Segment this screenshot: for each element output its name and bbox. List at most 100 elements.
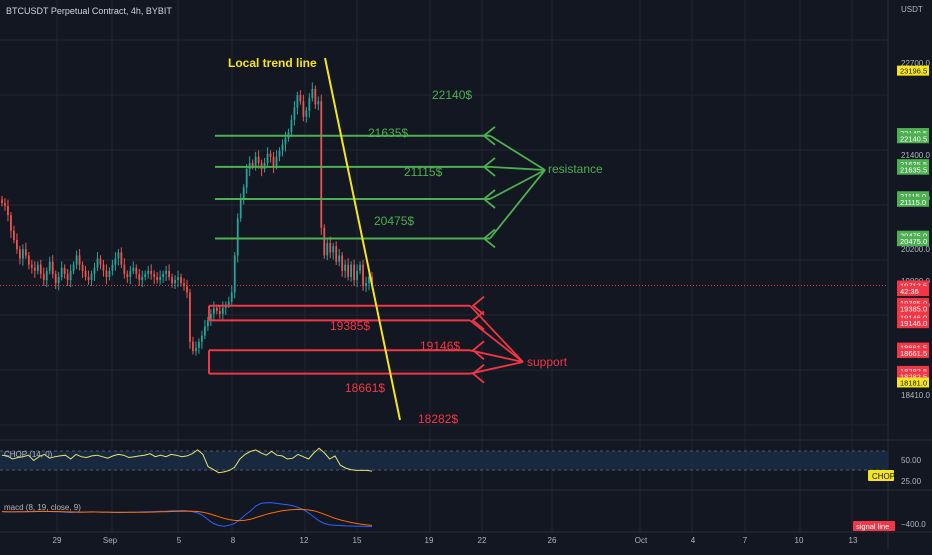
resistance-arrow-tip [482, 157, 496, 177]
candle-body [87, 277, 90, 281]
candle-body [296, 95, 299, 108]
candle-body [290, 119, 293, 133]
candle-body [221, 307, 224, 315]
resistance-connector [489, 166, 546, 171]
candle-body [218, 310, 221, 315]
price-badge: 20475.0 [900, 232, 927, 241]
symbol-header: BTCUSDT Perpetual Contract, 4h, BYBIT [6, 6, 172, 16]
candle-body [102, 264, 105, 271]
candle-body [78, 255, 81, 265]
candle-body [159, 277, 162, 281]
candle-body [141, 277, 144, 281]
candle-body [180, 277, 182, 284]
time-axis-label: 22 [478, 536, 487, 545]
candle-body [311, 88, 314, 99]
chop-badge-bg [868, 470, 894, 481]
support-label: support [527, 355, 568, 369]
resistance-level-label: 20475$ [374, 214, 414, 228]
price-badge-bg [897, 286, 929, 297]
price-badge: 19146.0 [900, 319, 927, 328]
candle-body [299, 95, 302, 102]
price-badge-bg [897, 128, 929, 139]
price-axis-currency: USDT [901, 5, 923, 14]
candle-body [162, 273, 165, 278]
candle-body [347, 264, 350, 278]
candle-body [39, 264, 42, 274]
candle-body [278, 150, 281, 157]
candle-body [365, 283, 367, 287]
candle-body [132, 267, 135, 271]
resistance-level-label: 22140$ [432, 88, 472, 102]
support-connector [469, 319, 524, 363]
candle-body [150, 270, 153, 274]
price-badge: 19385.0 [900, 304, 927, 313]
support-arrow-tip [471, 295, 485, 316]
macd-title: macd (8, 19, close, 9) [4, 503, 81, 512]
resistance-connector [489, 169, 546, 200]
candle-body [257, 156, 260, 163]
candle-body [245, 169, 248, 188]
candle-body [236, 218, 239, 256]
price-badge: 22140.5 [900, 134, 927, 143]
candle-body [81, 264, 84, 271]
candle-body [192, 341, 194, 352]
price-badge-bg [897, 312, 929, 323]
support-connector [469, 349, 524, 363]
time-axis-label: 4 [691, 536, 696, 545]
candle-body [195, 347, 197, 352]
price-badge: 21635.5 [900, 166, 927, 175]
resistance-connector [489, 169, 546, 240]
candle-body [215, 307, 218, 311]
candle-body [42, 273, 45, 281]
candle-body [302, 101, 305, 117]
candle-body [105, 270, 108, 278]
candle-body [206, 320, 209, 327]
price-badge-bg [897, 133, 929, 144]
price-badge: 18282.5 [900, 372, 927, 381]
price-badge: 19385.0 [900, 299, 927, 308]
price-badge-bg [897, 191, 929, 202]
candle-body [153, 273, 156, 278]
resistance-arrow-tip [482, 189, 496, 209]
support-arrow-tip [471, 310, 485, 331]
candle-body [326, 243, 329, 256]
candle-body [281, 144, 284, 151]
candle-body [186, 286, 188, 293]
resistance-connector [489, 134, 546, 171]
candle-body [293, 107, 296, 120]
macd-signal-line [1, 508, 373, 526]
time-axis-label: 26 [548, 536, 557, 545]
candle-body [24, 249, 27, 256]
candle-body [57, 277, 60, 284]
price-badge-bg [897, 348, 929, 359]
candle-body [7, 206, 9, 216]
price-badge: 19146.0 [900, 314, 927, 323]
candle-body [254, 156, 257, 167]
candle-body [129, 270, 132, 278]
candle-body [165, 270, 168, 274]
time-axis-label: 29 [53, 536, 62, 545]
candle-body [332, 246, 335, 253]
support-connector [469, 361, 524, 375]
candle-body [16, 240, 18, 250]
candle-body [314, 88, 317, 105]
price-badge-bg [897, 377, 929, 388]
candle-body [168, 270, 170, 278]
price-badge-bg [897, 318, 929, 329]
price-badge: 19712.5 [900, 281, 927, 290]
resistance-label: resistance [548, 162, 603, 176]
candle-body [45, 270, 48, 281]
candle-body [51, 261, 54, 274]
price-badge-bg [897, 371, 929, 382]
candle-body [233, 255, 236, 293]
candle-body [350, 264, 353, 278]
candle-body [19, 249, 21, 259]
candle-body [317, 101, 320, 105]
candle-body [362, 264, 364, 287]
candle-body [323, 227, 326, 256]
candle-body [96, 258, 99, 268]
chop-badge: CHOP [872, 472, 895, 481]
candle-body [147, 270, 150, 274]
chop-title: CHOP (14, 0) [4, 450, 53, 459]
